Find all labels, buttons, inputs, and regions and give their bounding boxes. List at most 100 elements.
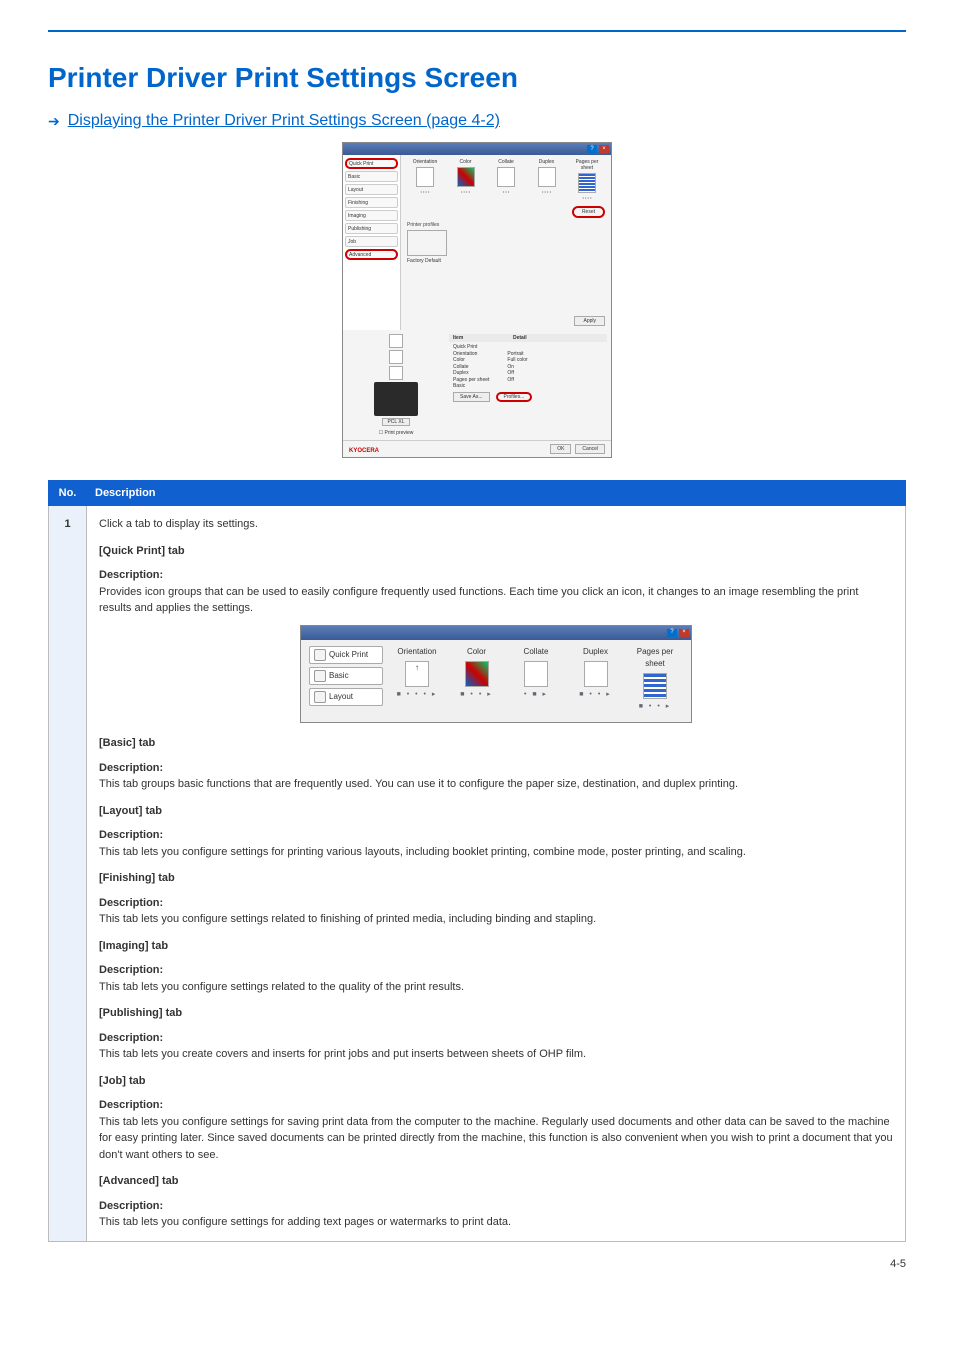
page-icon[interactable] bbox=[389, 334, 403, 348]
mini-collate-label: Collate bbox=[524, 646, 549, 658]
detail-header: Detail bbox=[513, 335, 527, 341]
opt-color-label: Color bbox=[460, 159, 472, 165]
orientation-icon bbox=[416, 167, 434, 187]
close-icon[interactable]: × bbox=[599, 145, 609, 153]
layout-icon bbox=[314, 691, 326, 703]
mini-opt-orientation[interactable]: Orientation ↑ ■ • • • ▸ bbox=[389, 646, 445, 713]
opt-orientation-label: Orientation bbox=[413, 159, 437, 165]
mini-pps-label: Pages per sheet bbox=[627, 646, 683, 670]
opt-color[interactable]: Color • • • • bbox=[448, 159, 484, 200]
basic-icon bbox=[314, 670, 326, 682]
pcl-button[interactable]: PCL XL bbox=[382, 418, 409, 426]
save-as-button[interactable]: Save As... bbox=[453, 392, 490, 402]
tab-layout[interactable]: Layout bbox=[345, 184, 398, 195]
bottom-right-panel: Item Detail Quick Print Orientation Colo… bbox=[449, 334, 607, 436]
top-rule bbox=[48, 30, 906, 32]
dots-icon: • ■ ▸ bbox=[524, 690, 548, 701]
print-preview-label: Print preview bbox=[384, 430, 413, 436]
intro-link-row: ➔ Displaying the Printer Driver Print Se… bbox=[48, 112, 906, 130]
tab-quick-print[interactable]: Quick Print bbox=[345, 158, 398, 169]
quick-print-desc: Provides icon groups that can be used to… bbox=[99, 586, 858, 615]
cancel-button[interactable]: Cancel bbox=[575, 444, 605, 454]
settings-table: No. Description 1 Click a tab to display… bbox=[48, 480, 906, 1242]
publishing-desc: This tab lets you create covers and inse… bbox=[99, 1048, 586, 1060]
tab-finishing[interactable]: Finishing bbox=[345, 197, 398, 208]
mini-tab-quickprint-label: Quick Print bbox=[329, 649, 368, 661]
layout-label: [Layout] tab bbox=[99, 805, 162, 817]
dots-icon: • • • • bbox=[421, 189, 430, 194]
th-no: No. bbox=[49, 481, 87, 506]
tab-publishing[interactable]: Publishing bbox=[345, 223, 398, 234]
basic-desc-label: Description: bbox=[99, 760, 893, 777]
mini-opt-color[interactable]: Color ■ • • ▸ bbox=[449, 646, 505, 713]
mini-titlebar: ? × bbox=[301, 626, 691, 640]
advanced-label: [Advanced] tab bbox=[99, 1175, 178, 1187]
dots-icon: • • • • bbox=[542, 189, 551, 194]
ok-button[interactable]: OK bbox=[550, 444, 571, 454]
finishing-desc: This tab lets you configure settings rel… bbox=[99, 913, 596, 925]
basic-desc: This tab groups basic functions that are… bbox=[99, 778, 738, 790]
page-number: 4-5 bbox=[48, 1258, 906, 1270]
orientation-icon: ↑ bbox=[405, 661, 429, 687]
page-title: Printer Driver Print Settings Screen bbox=[48, 62, 906, 94]
tab-advanced[interactable]: Advanced bbox=[345, 249, 398, 260]
job-label: [Job] tab bbox=[99, 1075, 145, 1087]
reset-button[interactable]: Reset bbox=[572, 206, 605, 218]
mini-tabs-screenshot: ? × Quick Print Basic Layout Orientation bbox=[300, 625, 692, 724]
dots-icon: ■ • • ▸ bbox=[579, 690, 611, 701]
mini-opt-collate[interactable]: Collate • ■ ▸ bbox=[508, 646, 564, 713]
dialog-sidebar: Quick Print Basic Layout Finishing Imagi… bbox=[343, 155, 401, 330]
printer-image bbox=[374, 382, 418, 416]
dots-icon: • • • • bbox=[461, 189, 470, 194]
publishing-label: [Publishing] tab bbox=[99, 1007, 182, 1019]
opt-orientation[interactable]: Orientation • • • • bbox=[407, 159, 443, 200]
profile-preview bbox=[407, 230, 447, 256]
opt-collate-label: Collate bbox=[498, 159, 514, 165]
mini-main: Orientation ↑ ■ • • • ▸ Color ■ • • ▸ Co… bbox=[389, 646, 683, 713]
color-icon bbox=[465, 661, 489, 687]
mini-tab-layout[interactable]: Layout bbox=[309, 688, 383, 706]
mini-opt-duplex[interactable]: Duplex ■ • • ▸ bbox=[568, 646, 624, 713]
quickprint-icon bbox=[314, 649, 326, 661]
intro-link[interactable]: Displaying the Printer Driver Print Sett… bbox=[68, 112, 500, 130]
mini-orientation-label: Orientation bbox=[397, 646, 436, 658]
dots-icon: ■ • • ▸ bbox=[460, 690, 492, 701]
mini-sidebar: Quick Print Basic Layout bbox=[309, 646, 383, 713]
imaging-desc-label: Description: bbox=[99, 962, 893, 979]
opt-duplex[interactable]: Duplex • • • • bbox=[529, 159, 565, 200]
profiles-button[interactable]: Profiles... bbox=[496, 392, 533, 402]
collate-icon bbox=[524, 661, 548, 687]
list-icon[interactable] bbox=[389, 350, 403, 364]
info-icon[interactable] bbox=[389, 366, 403, 380]
row-no: 1 bbox=[49, 506, 87, 1242]
tab-job[interactable]: Job bbox=[345, 236, 398, 247]
duplex-icon bbox=[584, 661, 608, 687]
quick-print-desc-label: Description: bbox=[99, 567, 893, 584]
dialog-titlebar: ? × bbox=[343, 143, 611, 155]
opt-pages-per-sheet[interactable]: Pages per sheet • • • • bbox=[569, 159, 605, 200]
mini-tab-basic-label: Basic bbox=[329, 670, 349, 682]
mini-tab-quickprint[interactable]: Quick Print bbox=[309, 646, 383, 664]
publishing-desc-label: Description: bbox=[99, 1030, 893, 1047]
dots-icon: ■ • • • ▸ bbox=[397, 690, 438, 701]
print-preview-checkbox[interactable]: ☐ Print preview bbox=[379, 430, 414, 436]
print-settings-dialog: ? × Quick Print Basic Layout Finishing I… bbox=[342, 142, 612, 458]
tab-basic[interactable]: Basic bbox=[345, 171, 398, 182]
apply-button[interactable]: Apply bbox=[574, 316, 605, 326]
dots-icon: • • • bbox=[503, 189, 509, 194]
dialog-bottom-panel: PCL XL ☐ Print preview Item Detail Quick… bbox=[343, 330, 611, 440]
mini-opt-pps[interactable]: Pages per sheet ■ • • ▸ bbox=[627, 646, 683, 713]
advanced-desc: This tab lets you configure settings for… bbox=[99, 1216, 511, 1228]
tab-imaging[interactable]: Imaging bbox=[345, 210, 398, 221]
mini-color-label: Color bbox=[467, 646, 486, 658]
imaging-desc: This tab lets you configure settings rel… bbox=[99, 981, 464, 993]
help-icon[interactable]: ? bbox=[587, 145, 597, 153]
item-detail-header: Item Detail bbox=[449, 334, 607, 342]
opt-pps-label: Pages per sheet bbox=[569, 159, 605, 171]
mini-tab-basic[interactable]: Basic bbox=[309, 667, 383, 685]
help-icon[interactable]: ? bbox=[667, 629, 677, 637]
opt-collate[interactable]: Collate • • • bbox=[488, 159, 524, 200]
close-icon[interactable]: × bbox=[679, 629, 689, 637]
basic-label: [Basic] tab bbox=[99, 737, 155, 749]
quick-print-label: [Quick Print] tab bbox=[99, 545, 185, 557]
